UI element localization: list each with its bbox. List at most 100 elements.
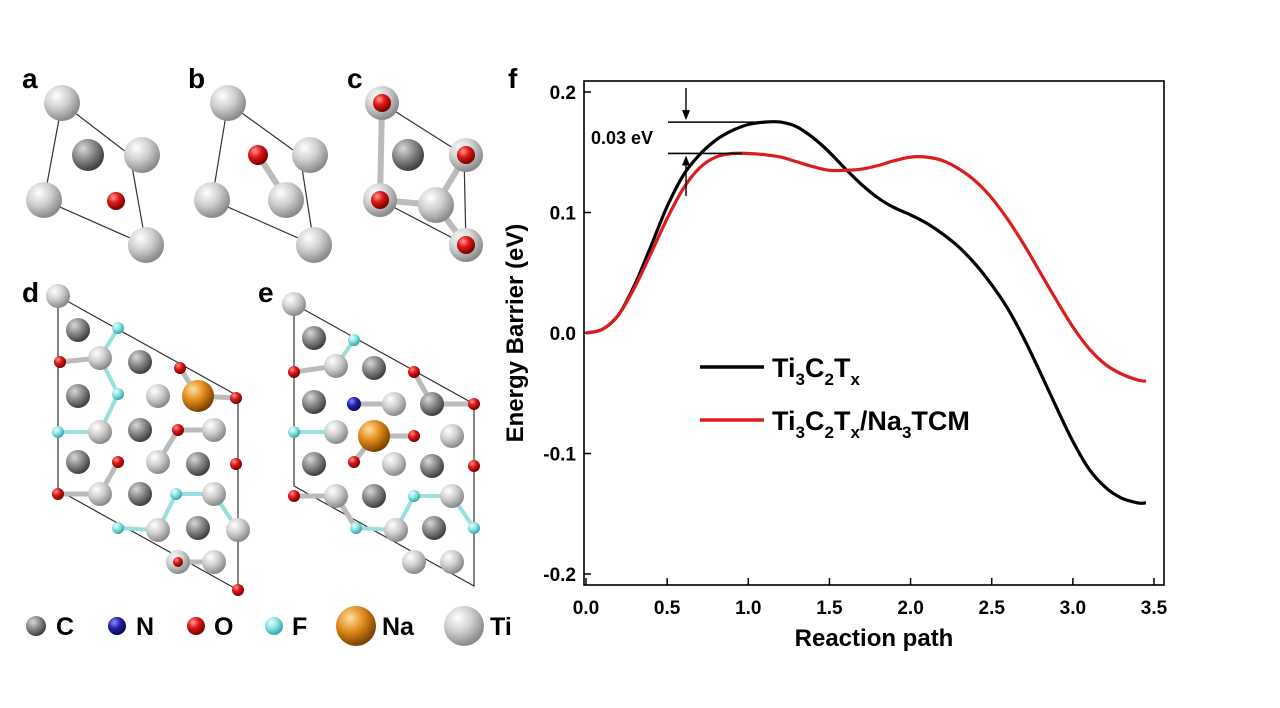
ti-atom — [88, 420, 112, 444]
o-atom — [230, 392, 242, 404]
annotation-arrowhead-up — [682, 155, 690, 166]
atom-label-ti: Ti — [490, 613, 512, 641]
x-tick-label: 3.5 — [1141, 598, 1168, 619]
legend-label-part: 3 — [796, 370, 805, 389]
y-tick-label: -0.2 — [543, 565, 576, 586]
atom-swatch-o — [187, 617, 205, 635]
ti-atom — [440, 484, 464, 508]
c-atom — [422, 516, 446, 540]
o-atom — [112, 456, 124, 468]
f-atom — [112, 388, 124, 400]
ti-atom — [202, 418, 226, 442]
o-atom — [468, 398, 480, 410]
o-atom — [172, 424, 184, 436]
atom-swatch-f — [265, 617, 283, 635]
panel-label-c: c — [347, 63, 363, 94]
ti-atom — [226, 518, 250, 542]
legend-label-part: T — [834, 406, 851, 436]
o-atom — [348, 456, 360, 468]
legend-label-part: 2 — [824, 370, 833, 389]
c-atom — [72, 139, 104, 171]
x-tick-label: 0.0 — [573, 598, 599, 619]
ti-atom — [146, 384, 170, 408]
o-atom — [371, 191, 389, 209]
y-tick-label: 0.1 — [550, 204, 577, 225]
ti-atom — [324, 420, 348, 444]
panel-label-b: b — [188, 63, 205, 94]
c-atom — [186, 516, 210, 540]
legend-label-1: Ti3C2Tx/Na3TCM — [772, 406, 970, 442]
o-atom — [54, 356, 66, 368]
o-atom — [288, 490, 300, 502]
c-atom — [392, 139, 424, 171]
series-line-0 — [585, 120, 1146, 505]
c-atom — [420, 454, 444, 478]
structure-panel-a — [26, 85, 164, 263]
c-atom — [362, 356, 386, 380]
x-tick-label: 0.5 — [654, 598, 681, 619]
f-atom — [112, 522, 124, 534]
panel-label-d: d — [22, 277, 39, 308]
na-atom — [358, 420, 390, 452]
barrier-annotation-label: 0.03 eV — [591, 128, 653, 148]
c-atom — [128, 418, 152, 442]
structure-panel-c — [363, 86, 483, 262]
f-atom — [52, 426, 64, 438]
o-atom — [288, 366, 300, 378]
atom-label-na: Na — [382, 613, 415, 641]
c-atom — [302, 452, 326, 476]
ti-atom — [418, 187, 454, 223]
f-atom — [112, 322, 124, 334]
ti-atom — [202, 550, 226, 574]
o-atom — [408, 366, 420, 378]
atom-label-c: C — [56, 613, 74, 641]
atom-swatch-n — [108, 617, 126, 635]
c-atom — [362, 484, 386, 508]
f-atom — [408, 490, 420, 502]
x-axis-ticks: 0.0 0.5 1.0 1.5 2.0 2.5 3.0 3.5 — [573, 578, 1168, 619]
panel-label-e: e — [258, 277, 274, 308]
o-atom — [173, 557, 183, 567]
legend-label-part: Ti — [772, 353, 796, 383]
f-atom — [350, 522, 362, 534]
legend-label-part: /Na — [860, 406, 903, 436]
ti-atom — [268, 182, 304, 218]
legend-label-part: T — [834, 353, 851, 383]
ti-atom — [202, 482, 226, 506]
atom-swatch-c — [26, 616, 46, 636]
legend-label-part: Ti — [772, 406, 796, 436]
barrier-annotation — [668, 88, 773, 196]
ti-atom — [296, 227, 332, 263]
ti-atom — [402, 550, 426, 574]
c-atom — [302, 390, 326, 414]
n-atom — [347, 397, 361, 411]
ti-atom — [44, 85, 80, 121]
c-atom — [186, 452, 210, 476]
ti-atom — [292, 137, 328, 173]
x-tick-label: 2.0 — [897, 598, 923, 619]
atom-swatch-ti — [444, 606, 484, 646]
ti-atom — [194, 182, 230, 218]
c-atom — [66, 318, 90, 342]
o-atom — [230, 458, 242, 470]
ti-atom — [88, 346, 112, 370]
c-atom — [128, 350, 152, 374]
ti-atom — [88, 482, 112, 506]
structure-panel-e — [282, 292, 480, 588]
f-atom — [348, 334, 360, 346]
ti-atom — [210, 85, 246, 121]
energy-chart: 0.0 0.5 1.0 1.5 2.0 2.5 3.0 3.5 0.2 0.1 0.0 -0.1 -0… — [502, 80, 1168, 652]
na-atom — [182, 380, 214, 412]
legend-label-part: 3 — [796, 423, 805, 442]
legend-label-part: x — [850, 370, 860, 389]
atom-legend: C N O F Na Ti — [26, 606, 512, 646]
ti-atom — [384, 518, 408, 542]
y-tick-label: -0.1 — [543, 445, 576, 466]
atom-swatch-na — [336, 606, 376, 646]
ti-atom — [128, 227, 164, 263]
legend-label-part: C — [805, 406, 825, 436]
f-atom — [288, 426, 300, 438]
series-group — [585, 120, 1147, 505]
ti-atom — [46, 284, 70, 308]
